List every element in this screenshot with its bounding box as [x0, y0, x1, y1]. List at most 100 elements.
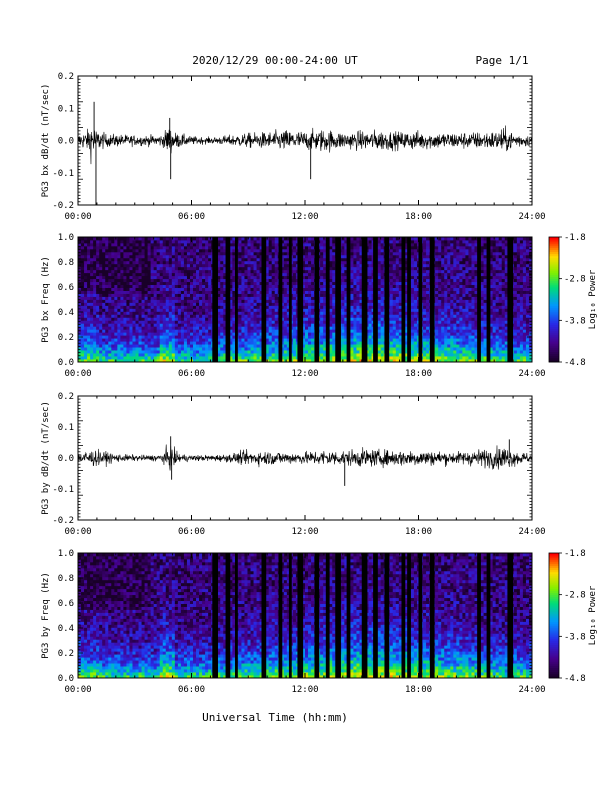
spectrogram-cell	[99, 269, 103, 274]
spectrogram-cell	[398, 344, 403, 348]
spectrogram-cell	[196, 323, 200, 327]
spectrogram-cell	[102, 335, 106, 339]
spectrogram-cell	[114, 257, 118, 262]
spectrogram-cell	[78, 308, 82, 312]
spectrogram-cell	[329, 242, 333, 247]
spectrogram-cell	[93, 245, 97, 250]
spectrogram-cell	[186, 239, 191, 244]
spectrogram-cell	[323, 344, 327, 348]
spectrogram-cell	[126, 344, 130, 348]
spectrogram-cell	[250, 335, 254, 339]
spectrogram-cell	[153, 332, 158, 336]
spectrogram-cell	[208, 308, 212, 312]
spectrogram-cell	[186, 302, 191, 306]
y-tick-label: -0.1	[52, 169, 74, 179]
spectrogram-cell	[223, 356, 227, 360]
spectrogram-cell	[114, 293, 118, 297]
spectrogram-cell	[380, 338, 385, 342]
spectrogram-cell	[410, 332, 415, 336]
spectrogram-cell	[259, 308, 264, 312]
spectrogram-cell	[350, 272, 354, 277]
spectrogram-cell	[380, 281, 385, 286]
spectrogram-cell	[114, 284, 118, 288]
spectrogram-cell	[189, 278, 194, 283]
spectrogram-cell	[423, 341, 427, 345]
spectrogram-cell	[138, 242, 142, 247]
spectrogram-cell	[286, 257, 291, 262]
spectrogram-cell	[217, 290, 221, 294]
spectrogram-cell	[132, 293, 136, 297]
spectrogram-cell	[356, 278, 360, 283]
spectrogram-cell	[320, 335, 324, 339]
spectrogram-cell	[87, 335, 91, 339]
spectrogram-cell	[265, 260, 270, 265]
spectrogram-cell	[150, 305, 155, 309]
spectrogram-cell	[404, 341, 409, 345]
spectrogram-cell	[205, 356, 209, 360]
spectrogram-cell	[286, 317, 291, 321]
spectrogram-cell	[156, 323, 161, 327]
spectrogram-cell	[356, 281, 360, 286]
spectrogram-cell	[259, 317, 264, 321]
spectrogram-cell	[344, 251, 348, 256]
spectrogram-cell	[129, 284, 133, 288]
spectrogram-cell	[286, 302, 291, 306]
spectrogram-cell	[90, 302, 94, 306]
spectrogram-cell	[220, 245, 224, 250]
spectrogram-cell	[389, 308, 394, 312]
spectrogram-cell	[392, 302, 397, 306]
spectrogram-cell	[329, 314, 333, 318]
spectrogram-cell	[199, 257, 203, 262]
spectrogram-cell	[114, 344, 118, 348]
spectrogram-cell	[153, 284, 158, 288]
spectrogram-cell	[135, 338, 139, 342]
spectrogram-cell	[138, 305, 142, 309]
spectrogram-cell	[244, 320, 248, 324]
spectrogram-cell	[265, 344, 270, 348]
spectrogram-cell	[129, 353, 133, 357]
spectrogram-cell	[147, 254, 152, 259]
spectrogram-cell	[247, 347, 251, 351]
spectrogram-cell	[168, 269, 173, 274]
spectrogram-cell	[177, 260, 182, 265]
spectrogram-cell	[308, 314, 312, 318]
spectrogram-cell	[241, 278, 245, 283]
spectrogram-cell	[259, 275, 264, 280]
spectrogram-cell	[259, 290, 264, 294]
spectrogram-cell	[84, 341, 88, 345]
spectrogram-cell	[223, 293, 227, 297]
spectrogram-cell	[141, 242, 145, 247]
spectrogram-cell	[217, 284, 221, 288]
spectrogram-cell	[380, 245, 385, 250]
spectrogram-cell	[217, 296, 221, 300]
spectrogram-cell	[232, 272, 236, 277]
spectrogram-cell	[183, 302, 188, 306]
spectrogram-cell	[271, 257, 276, 262]
spectrogram-cell	[250, 269, 254, 274]
spectrogram-cell	[99, 281, 103, 286]
spectrogram-cell	[395, 311, 400, 315]
spectrogram-cell	[353, 341, 357, 345]
spectrogram-cell	[377, 335, 382, 339]
spectrogram-cell	[320, 326, 324, 330]
spectrogram-cell	[183, 296, 188, 300]
spectrogram-cell	[410, 245, 415, 250]
spectrogram-cell	[205, 323, 209, 327]
spectrogram-cell	[308, 272, 312, 277]
spectrogram-cell	[398, 257, 403, 262]
spectrogram-cell	[265, 239, 270, 244]
spectrogram-cell	[320, 257, 324, 262]
spectrogram-cell	[377, 248, 382, 253]
spectrogram-cell	[156, 356, 161, 360]
spectrogram-cell	[138, 338, 142, 342]
spectrogram-cell	[180, 356, 185, 360]
spectrogram-cell	[177, 347, 182, 351]
spectrogram-cell	[259, 299, 264, 303]
spectrogram-cell	[220, 299, 224, 303]
spectrogram-cell	[398, 242, 403, 247]
spectrogram-cell	[102, 269, 106, 274]
spectrogram-cell	[126, 239, 130, 244]
spectrogram-cell	[165, 305, 170, 309]
spectrogram-cell	[232, 320, 236, 324]
spectrogram-cell	[344, 299, 348, 303]
